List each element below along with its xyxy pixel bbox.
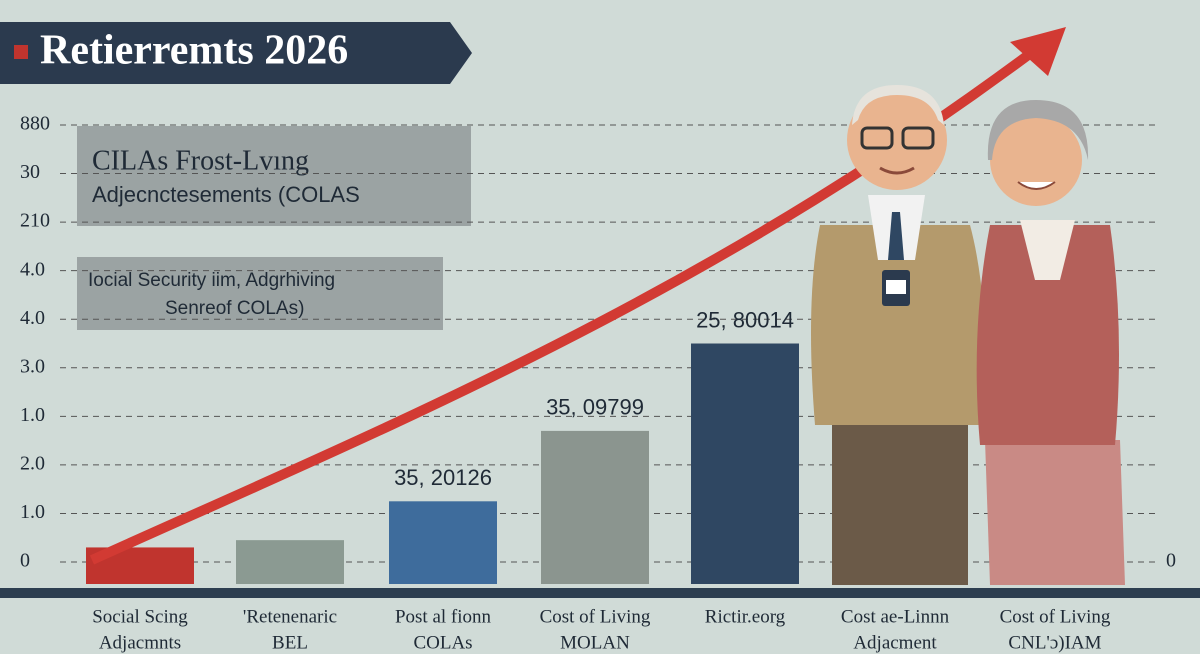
bar xyxy=(691,343,799,584)
x-tick-label: Cost of Living xyxy=(540,606,651,627)
bar xyxy=(236,540,344,584)
y-tick-label: 30 xyxy=(20,161,40,183)
x-tick-label: Post al fionn xyxy=(395,606,492,627)
y-tick-label: 1.0 xyxy=(20,404,45,426)
x-tick-label: MOLAN xyxy=(560,632,630,653)
x-tick-label: BEL xyxy=(272,632,308,653)
box-text: Adjecnctesements (COLAS xyxy=(92,182,360,207)
info-box xyxy=(77,126,471,226)
y-tick-label: 4.0 xyxy=(20,258,45,280)
title-marker xyxy=(14,45,28,59)
x-tick-label: Cost ae-Linnn xyxy=(841,606,950,627)
x-tick-label: Rictir.eorg xyxy=(705,606,786,627)
box-text: Senreof COLAs) xyxy=(165,298,304,319)
y-tick-label: 2.0 xyxy=(20,452,45,474)
info-box xyxy=(77,257,443,330)
man xyxy=(811,85,986,585)
y-tick-label: 0 xyxy=(20,550,30,572)
y-tick-label: 210 xyxy=(20,210,50,232)
x-tick-label: 'Retenenaric xyxy=(243,606,337,627)
bar-annotation: 35, 09799 xyxy=(546,395,644,420)
bar-annotation: 35, 20126 xyxy=(394,465,492,490)
x-tick-label: Cost of Living xyxy=(1000,606,1111,627)
bar xyxy=(541,430,649,584)
chart-title: Retierremts 2026 xyxy=(40,28,348,74)
x-tick-label: COLAs xyxy=(413,632,472,653)
x-tick-label: Social Scing xyxy=(92,606,188,627)
x-tick-label: Adjacment xyxy=(853,632,937,653)
bar-annotation: 25, 80014 xyxy=(696,307,794,332)
woman xyxy=(976,100,1125,585)
baseline-band xyxy=(0,588,1200,598)
trend-arrow-head xyxy=(1010,27,1066,76)
box-text: CILAs Frost-Lvıng xyxy=(92,145,309,176)
box-text: Iocial Security iim, Adgrhiving xyxy=(88,270,335,291)
y2-tick-label: 0 xyxy=(1166,550,1176,572)
bar xyxy=(389,501,497,584)
y-tick-label: 1.0 xyxy=(20,501,45,523)
y-tick-label: 880 xyxy=(20,113,50,135)
y-tick-label: 4.0 xyxy=(20,307,45,329)
x-tick-label: Adjacmnts xyxy=(99,632,181,653)
title-banner xyxy=(0,22,472,84)
x-tick-label: CNL'ɔ)IAM xyxy=(1008,632,1101,653)
y-tick-label: 3.0 xyxy=(20,355,45,377)
